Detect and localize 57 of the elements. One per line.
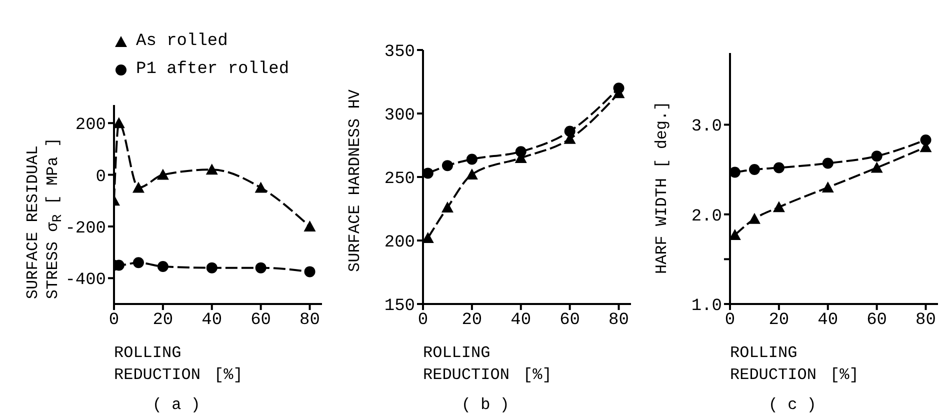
x-tick-label: 40	[202, 311, 222, 330]
x-axis-title: ROLLING REDUCTION [%]	[423, 343, 553, 386]
y-tick-label: 250	[384, 170, 415, 190]
point	[515, 146, 526, 158]
x-tick-label: 0	[108, 311, 120, 330]
x-tick-label: 20	[462, 311, 482, 330]
legend-label: P1 after rolled	[136, 59, 290, 81]
point	[304, 266, 316, 278]
y-tick-label: -400	[65, 271, 106, 290]
y-tick-label: 200	[384, 234, 415, 253]
y-axis-title: SURFACE HARDNESS HV	[345, 88, 365, 274]
x-axis-title: ROLLING REDUCTION [%]	[730, 343, 860, 386]
point	[206, 262, 218, 274]
point	[304, 220, 316, 232]
point	[613, 82, 624, 94]
x-tick-label: 80	[608, 311, 629, 330]
y-axis-title: HARF WIDTH [ deg.]	[652, 100, 672, 276]
point	[423, 232, 434, 243]
x-tick-label: 40	[818, 311, 838, 330]
y-tick-label: 2.0	[691, 207, 722, 226]
y-tick-label: 3.0	[691, 118, 722, 137]
text: ( c )	[767, 396, 818, 414]
text: ( b )	[460, 396, 510, 414]
y-tick-label: -200	[65, 220, 106, 239]
x-tick-label: 20	[152, 311, 174, 330]
legend-label: As rolled	[136, 31, 228, 53]
point	[254, 182, 267, 193]
x-tick-label: 60	[250, 311, 272, 330]
x-tick-label: 40	[510, 311, 532, 330]
x-axis-title: ROLLING REDUCTION [%]	[114, 343, 244, 386]
point	[564, 126, 576, 137]
point	[441, 201, 454, 212]
point	[423, 168, 434, 179]
point	[255, 262, 266, 274]
x-tick-label: 0	[724, 311, 736, 330]
y-tick-label: 0	[96, 168, 106, 187]
y-tick-label: 150	[384, 297, 415, 316]
point	[156, 168, 169, 180]
x-tick-label: 80	[300, 311, 320, 330]
x-tick-label: 60	[866, 311, 888, 330]
x-tick-label: 60	[560, 311, 580, 330]
point	[157, 261, 168, 272]
x-tick-label: 0	[418, 311, 428, 330]
point	[132, 257, 144, 268]
point	[442, 160, 453, 172]
point	[114, 117, 125, 128]
y-tick-label: 1.0	[691, 297, 722, 316]
point	[206, 164, 218, 175]
text: ( a )	[151, 396, 202, 414]
y-tick-label: 350	[384, 43, 415, 62]
point	[466, 168, 478, 180]
y-tick-label: 300	[384, 106, 415, 126]
x-tick-label: 20	[768, 311, 790, 330]
point	[466, 154, 478, 165]
y-tick-label: 200	[75, 116, 106, 136]
x-tick-label: 80	[916, 311, 936, 330]
point	[132, 182, 144, 193]
